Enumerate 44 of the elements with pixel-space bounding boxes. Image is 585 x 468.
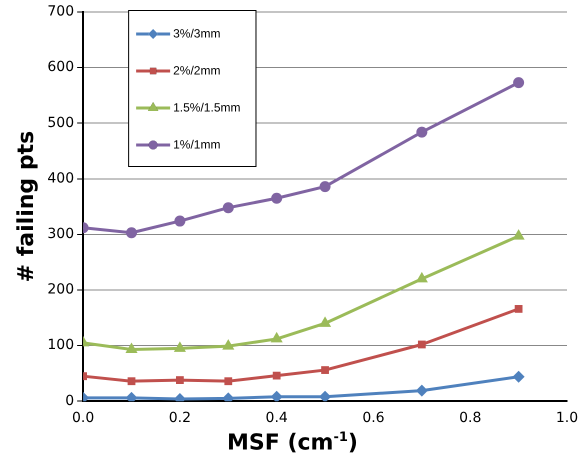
point: [128, 377, 136, 386]
y-tick-label: 600: [47, 59, 74, 76]
y-tick-label: 700: [47, 4, 74, 20]
point: [320, 181, 331, 192]
point: [513, 77, 524, 88]
point: [514, 305, 522, 313]
point: [512, 370, 525, 383]
point: [176, 376, 184, 384]
x-tick-label: 0.6: [362, 410, 385, 426]
x-tick-label: 1.0: [556, 410, 578, 426]
legend-label: 1%/1mm: [173, 137, 220, 152]
point: [271, 192, 282, 204]
point: [321, 366, 329, 374]
point: [416, 384, 428, 397]
x-tick-label: 0.0: [72, 410, 94, 426]
point: [512, 229, 525, 240]
y-tick-label: 500: [47, 114, 74, 131]
legend-label: 1.5%/1.5mm: [173, 100, 240, 114]
point: [418, 340, 426, 348]
point: [416, 126, 428, 138]
point: [270, 390, 283, 402]
point: [319, 390, 332, 402]
legend-label: 3%/3mm: [173, 26, 220, 40]
x-tick-label: 0.8: [459, 410, 482, 426]
point: [126, 227, 138, 238]
x-tick-label: 0.4: [266, 410, 288, 426]
x-tick-label: 0.2: [168, 410, 192, 426]
point: [270, 332, 283, 342]
y-tick-label: 100: [47, 337, 74, 354]
x-axis-title: MSF (cm$^{-1}$): [226, 430, 359, 456]
point: [272, 372, 281, 380]
y-tick-label: 300: [47, 226, 74, 242]
y-tick-label: 200: [47, 282, 74, 298]
y-tick-label: 0: [65, 392, 74, 409]
legend-label: 2%/2mm: [173, 63, 220, 78]
y-axis-title: # failing pts: [14, 130, 39, 282]
point: [174, 341, 186, 352]
point: [224, 377, 232, 386]
point: [319, 316, 332, 327]
point: [174, 216, 186, 227]
y-tick-label: 400: [47, 170, 74, 186]
point: [125, 342, 138, 353]
point: [222, 202, 234, 214]
point: [222, 339, 234, 350]
